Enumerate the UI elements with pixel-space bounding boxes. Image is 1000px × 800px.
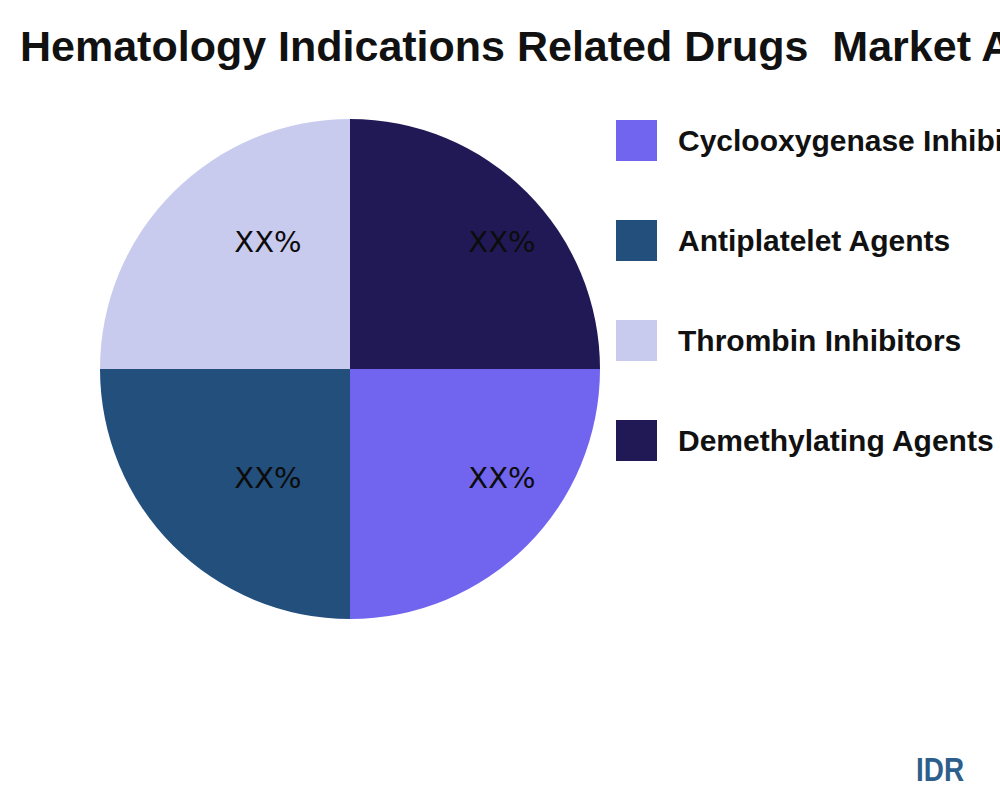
legend-label: Antiplatelet Agents xyxy=(678,224,950,258)
legend-item-thrombin-inhibitors: Thrombin Inhibitors xyxy=(616,320,1000,361)
slice-label-thrombin-inhibitors: XX% xyxy=(234,225,301,259)
legend-item-cyclooxygenase-inhibitors: Cyclooxygenase Inhibitors xyxy=(616,120,1000,161)
slice-label-cyclooxygenase-inhibitors: XX% xyxy=(468,461,535,495)
legend-swatch xyxy=(616,220,657,261)
legend-label: Cyclooxygenase Inhibitors xyxy=(678,124,1000,158)
slice-label-demethylating-agents: XX% xyxy=(468,225,535,259)
legend-label: Thrombin Inhibitors xyxy=(678,324,961,358)
idr-logo: IDR xyxy=(916,750,964,789)
pie-chart: XX% XX% XX% XX% xyxy=(100,119,600,619)
legend-label: Demethylating Agents xyxy=(678,424,994,458)
legend-swatch xyxy=(616,120,657,161)
legend-item-demethylating-agents: Demethylating Agents xyxy=(616,420,1000,461)
chart-title: Hematology Indications Related Drugs Mar… xyxy=(20,22,1000,71)
legend-swatch xyxy=(616,320,657,361)
legend-swatch xyxy=(616,420,657,461)
chart-legend: Cyclooxygenase Inhibitors Antiplatelet A… xyxy=(616,120,1000,461)
legend-item-antiplatelet-agents: Antiplatelet Agents xyxy=(616,220,1000,261)
slice-label-antiplatelet-agents: XX% xyxy=(234,461,301,495)
